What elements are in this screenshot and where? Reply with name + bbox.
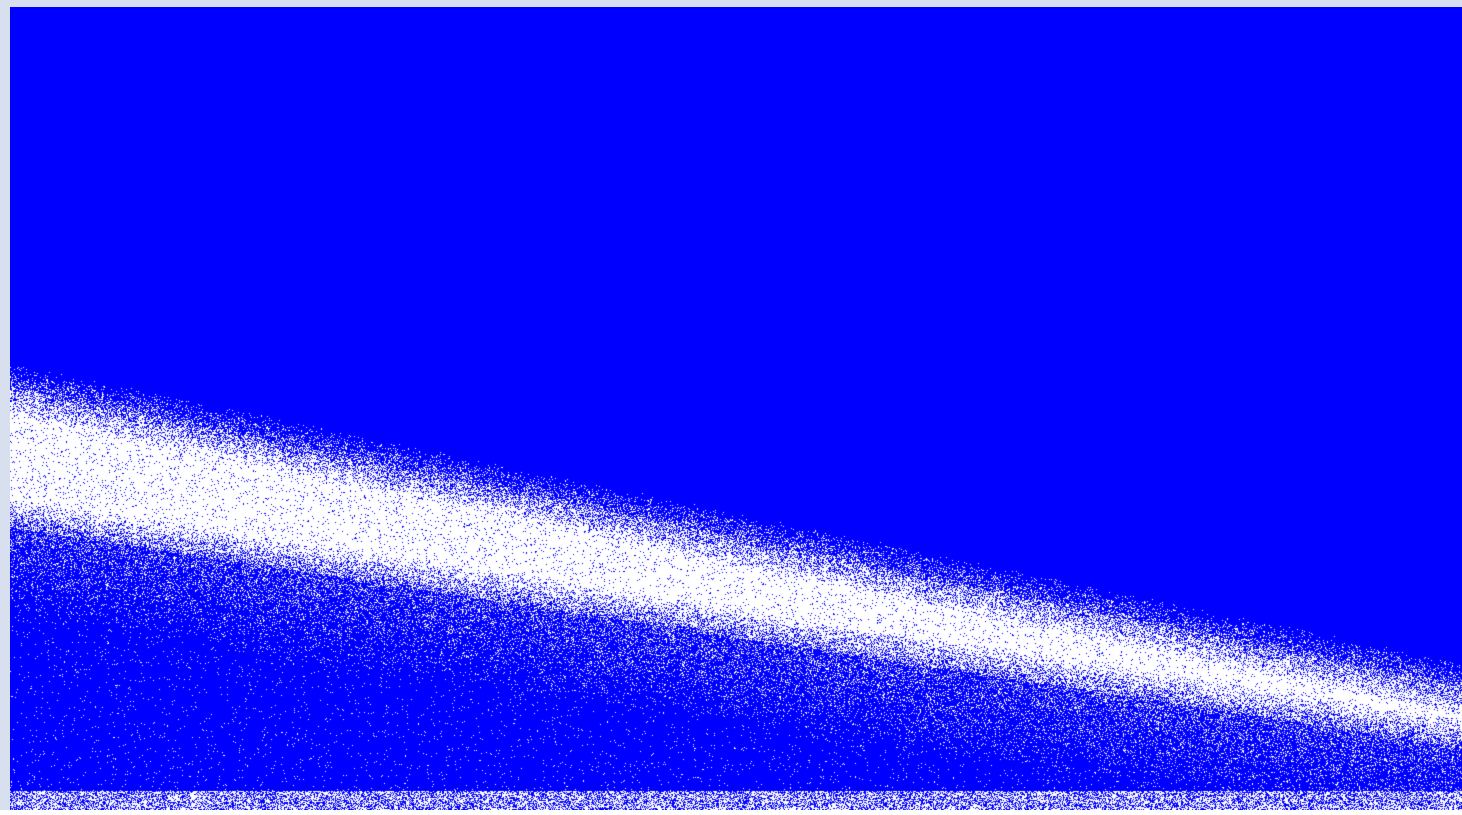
simulation-canvas[interactable] [10, 7, 1462, 810]
window-top-border [0, 0, 1462, 7]
window-left-border [0, 0, 10, 815]
simulation-viewport[interactable] [10, 7, 1462, 810]
window-bottom-strip [0, 810, 1462, 815]
